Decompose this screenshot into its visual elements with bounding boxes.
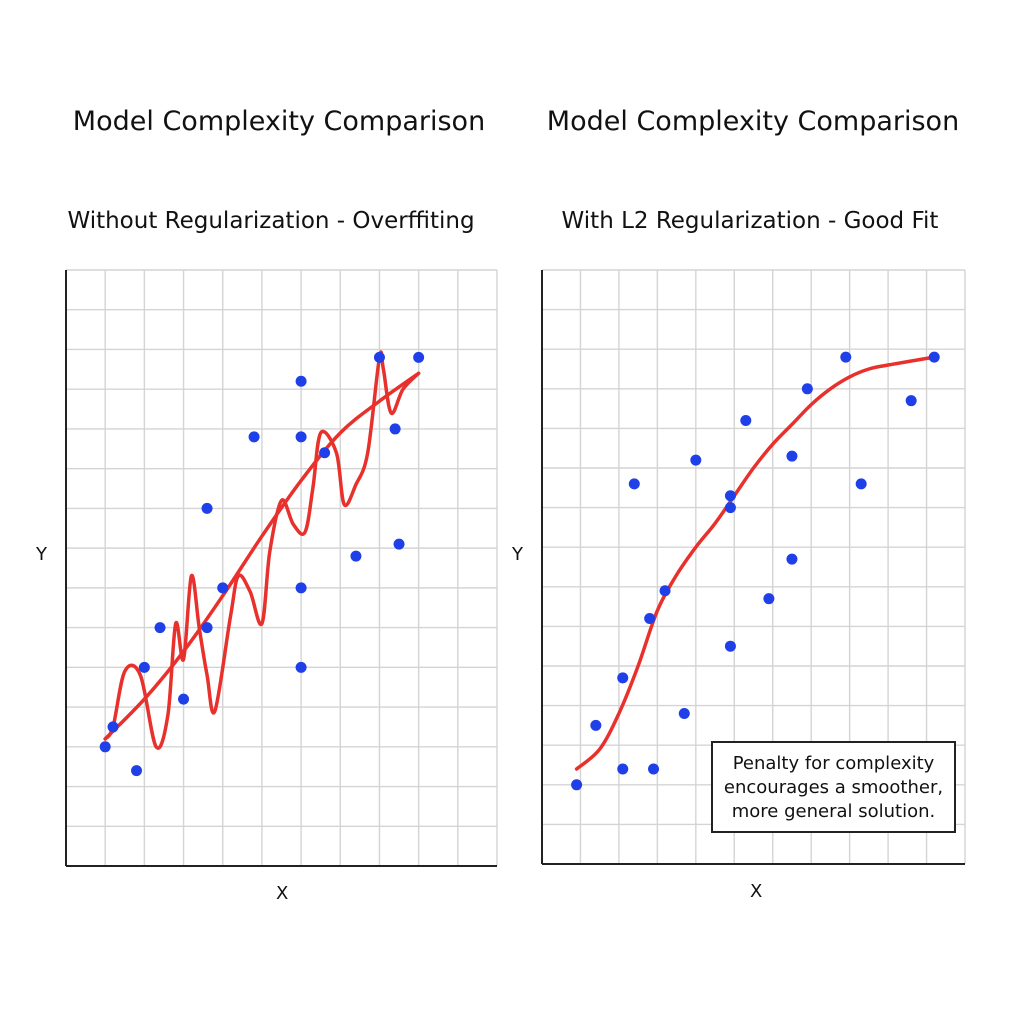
right-data-point xyxy=(740,414,752,426)
left-chart-title: Model Complexity Comparison xyxy=(72,106,486,137)
left-data-point xyxy=(217,582,229,594)
left-data-point xyxy=(413,351,425,363)
left-data-point xyxy=(107,721,119,733)
right-data-point xyxy=(617,763,629,775)
right-data-point xyxy=(724,502,736,514)
right-y-axis-label: Y xyxy=(512,544,523,565)
right-data-point xyxy=(690,454,702,466)
left-data-point xyxy=(131,765,143,777)
note-line-1: Penalty for complexity xyxy=(732,753,935,774)
left-data-point xyxy=(248,431,260,443)
right-data-point xyxy=(928,351,940,363)
left-data-point xyxy=(178,693,190,705)
left-data-point xyxy=(295,431,307,443)
right-data-point xyxy=(628,478,640,490)
left-chart-subtitle: Without Regularization - Overffiting xyxy=(67,208,475,234)
left-x-axis-label: X xyxy=(276,883,289,904)
left-data-point xyxy=(295,582,307,594)
left-fit-curve-0 xyxy=(103,371,421,741)
right-chart-title: Model Complexity Comparison xyxy=(546,106,960,137)
left-fit-curve-1 xyxy=(103,350,421,750)
right-data-point xyxy=(855,478,867,490)
right-data-point xyxy=(801,383,813,395)
left-data-point xyxy=(295,375,307,387)
left-data-point xyxy=(201,622,213,634)
left-data-point xyxy=(319,447,331,459)
left-data-point xyxy=(99,741,111,753)
right-data-point xyxy=(617,672,629,684)
right-data-point xyxy=(571,779,583,791)
left-data-point xyxy=(138,661,150,673)
right-data-point xyxy=(786,450,798,462)
right-data-point xyxy=(590,719,602,731)
right-data-point xyxy=(648,763,660,775)
right-data-point xyxy=(678,708,690,720)
note-line-2: encourages a smoother, xyxy=(723,777,944,798)
left-data-point xyxy=(295,661,307,673)
left-data-point xyxy=(389,423,401,435)
right-chart-subtitle: With L2 Regularization - Good Fit xyxy=(561,208,939,234)
left-data-point xyxy=(373,351,385,363)
left-data-point xyxy=(350,550,362,562)
right-x-axis-label: X xyxy=(750,881,763,902)
right-data-point xyxy=(644,612,656,624)
right-data-point xyxy=(659,585,671,597)
note-line-3: more general solution. xyxy=(731,801,936,822)
right-data-point xyxy=(763,593,775,605)
left-data-point xyxy=(201,502,213,514)
right-fit-curve-0 xyxy=(574,355,936,771)
right-data-point xyxy=(724,490,736,502)
regularization-note: Penalty for complexity encourages a smoo… xyxy=(711,741,956,833)
right-data-point xyxy=(840,351,852,363)
right-data-point xyxy=(786,553,798,565)
left-data-point xyxy=(154,622,166,634)
right-data-point xyxy=(724,640,736,652)
right-data-point xyxy=(905,395,917,407)
left-data-point xyxy=(393,538,405,550)
left-y-axis-label: Y xyxy=(36,544,47,565)
